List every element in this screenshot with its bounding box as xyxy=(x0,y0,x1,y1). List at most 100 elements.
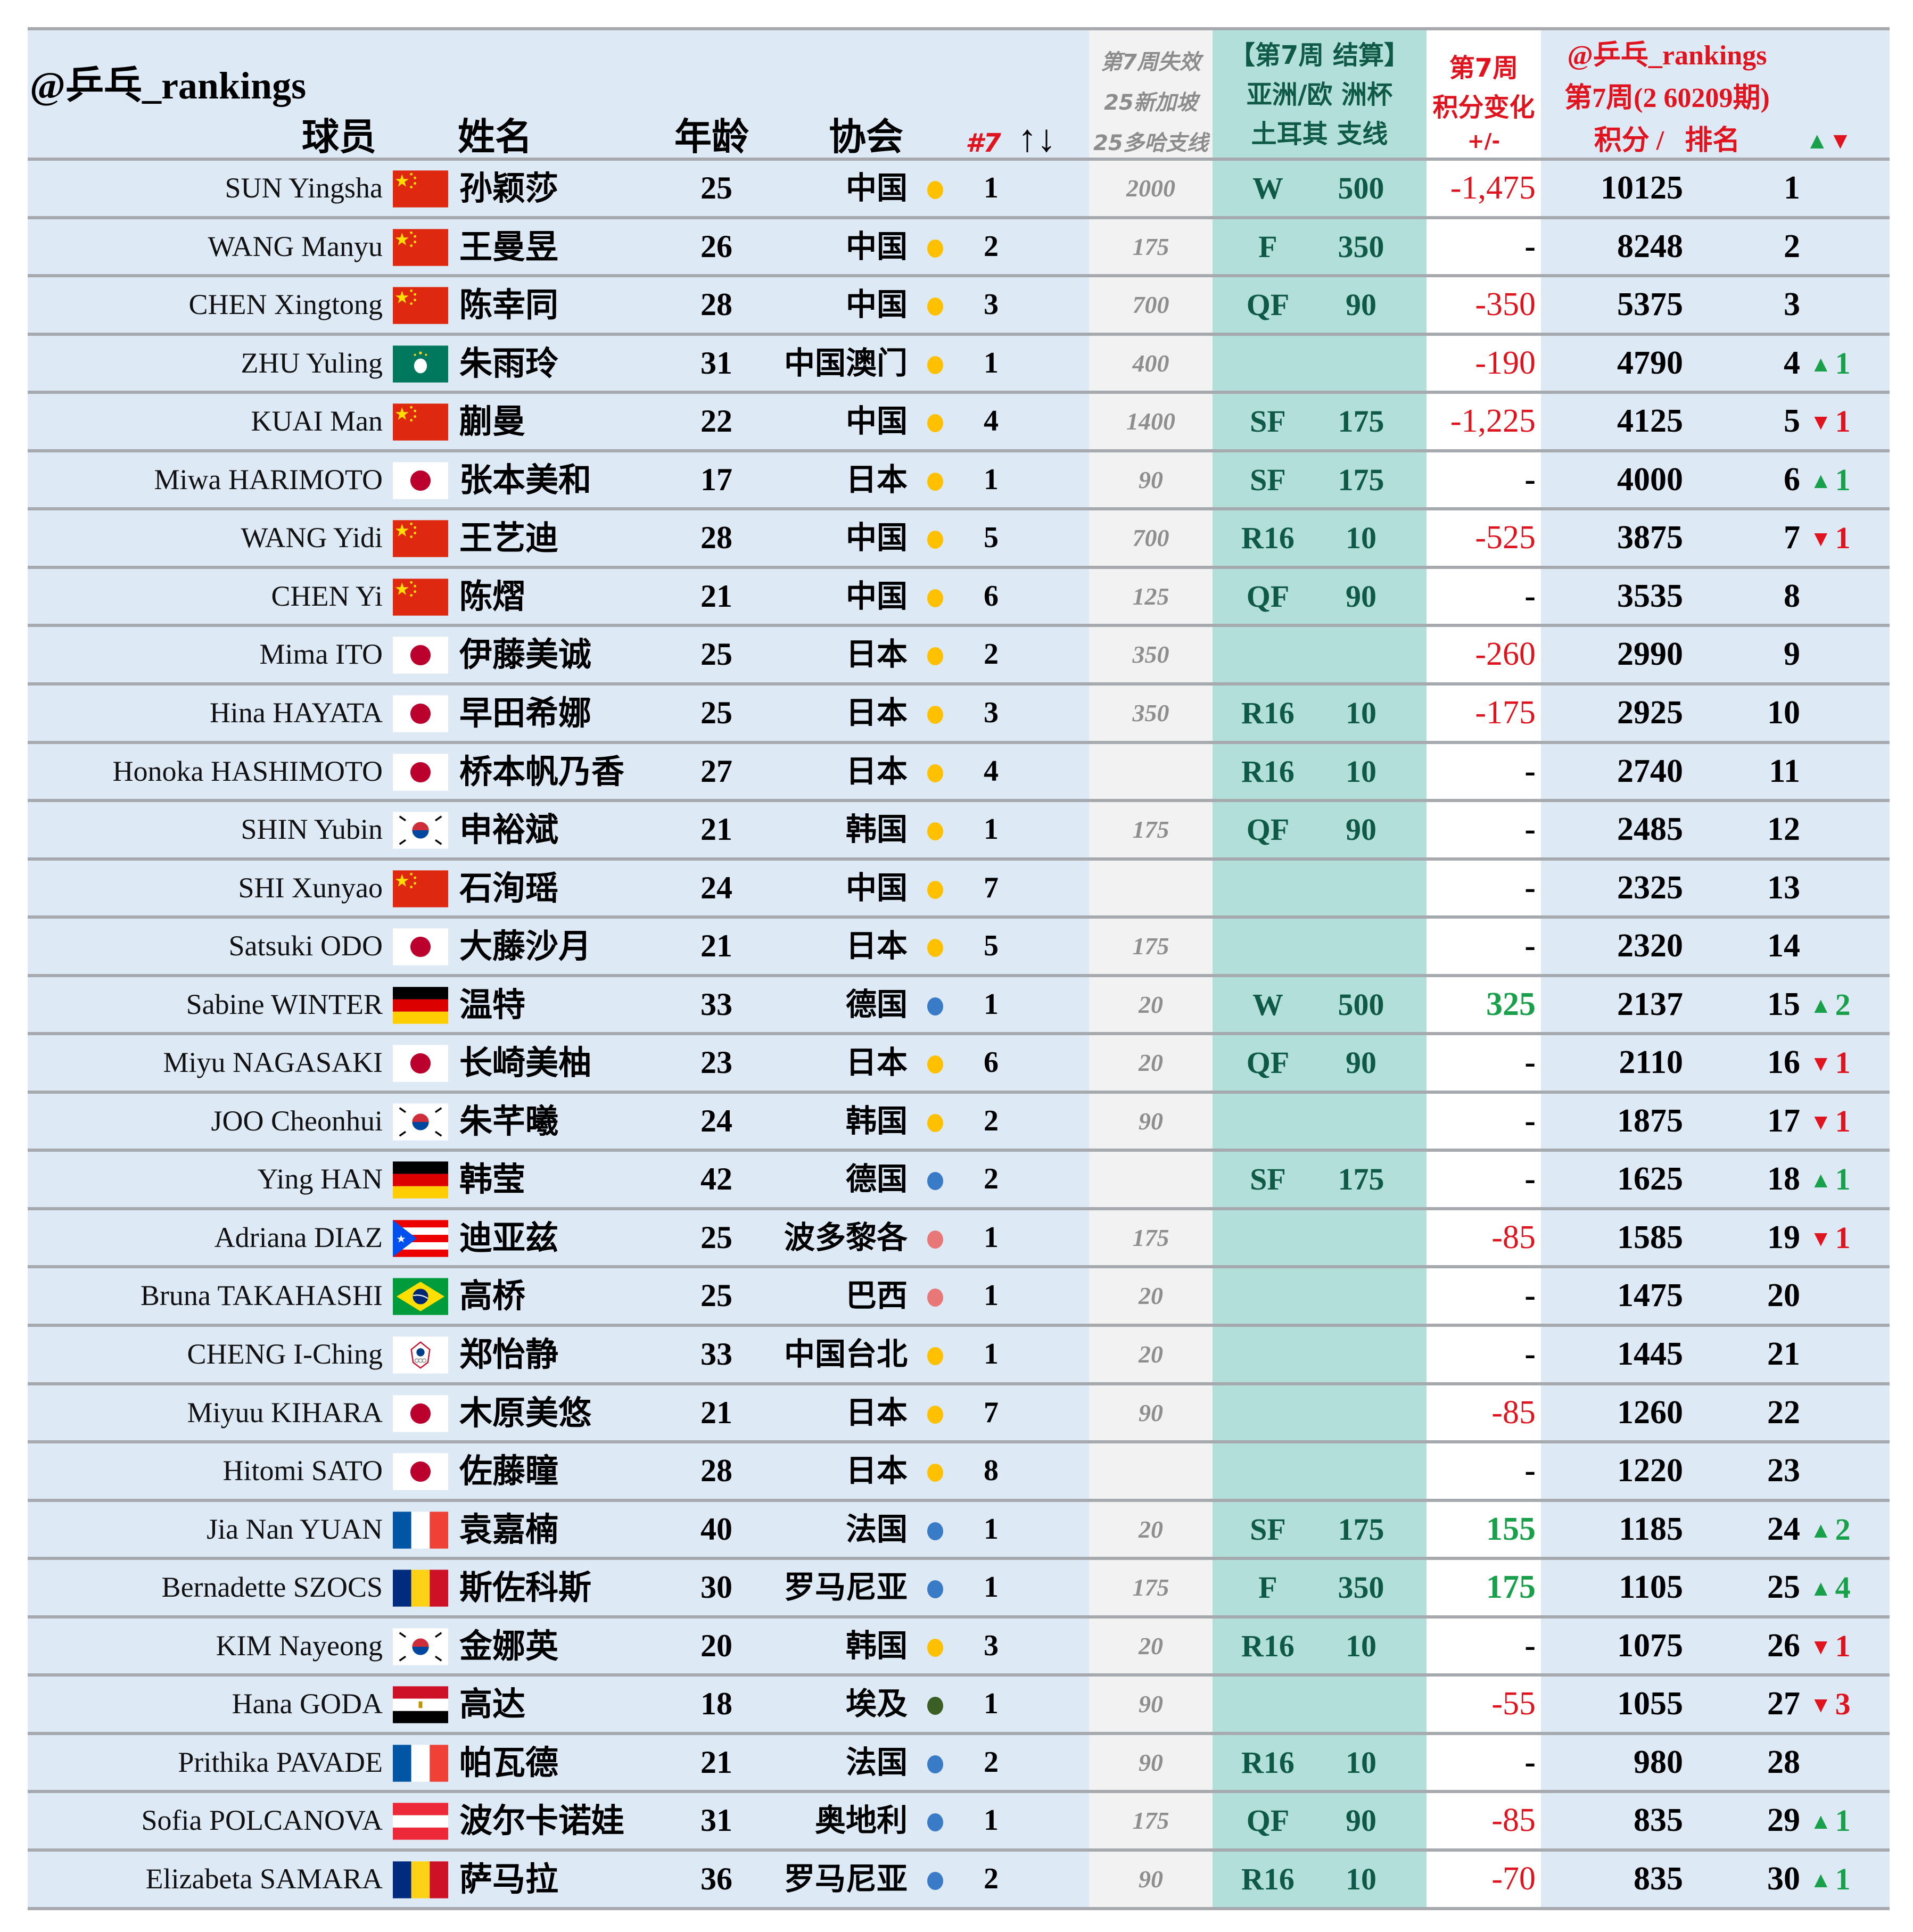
player-english-name: Ying HAN xyxy=(257,1163,383,1195)
world-rank: 14 xyxy=(1767,928,1800,964)
table-row[interactable]: Bernadette SZOCS 斯佐科斯 30 罗马尼亚 1 175 F 35… xyxy=(28,1560,1890,1619)
table-row[interactable]: Mima ITO 伊藤美诚 25 日本 2 350 -260 2990 9 xyxy=(28,627,1890,686)
total-points: 1625 xyxy=(1617,1161,1683,1198)
flag-china-icon xyxy=(393,287,448,324)
world-rank: 5 xyxy=(1784,403,1800,440)
points-change: - xyxy=(1524,1336,1536,1372)
row-divider xyxy=(28,1848,1890,1852)
world-rank: 1 xyxy=(1784,170,1800,206)
player-age: 28 xyxy=(700,520,732,556)
table-row[interactable]: Miyu NAGASAKI 长崎美柚 23 日本 6 20 QF 90 - 21… xyxy=(28,1035,1890,1094)
rank-movement: ▼ 1 xyxy=(1810,1094,1874,1149)
world-rank: 18 xyxy=(1767,1161,1800,1198)
table-row[interactable]: SHIN Yubin 申裕斌 21 韩国 1 175 QF 90 - 2485 … xyxy=(28,802,1890,861)
player-association: 中国 xyxy=(845,869,908,906)
rank-movement xyxy=(1810,627,1874,682)
header-points-rank: 积分 / 排名 xyxy=(1594,126,1741,156)
association-rank: 4 xyxy=(984,404,999,438)
association-rank: 8 xyxy=(984,1454,999,1488)
total-points: 2740 xyxy=(1617,753,1683,789)
settlement-stage: R16 xyxy=(1241,1628,1294,1663)
row-divider xyxy=(28,216,1890,219)
sort-arrows-icon[interactable]: ↑↓ xyxy=(1018,117,1056,160)
player-association: 韩国 xyxy=(845,1102,908,1139)
settlement-stage: SF xyxy=(1250,1512,1286,1547)
table-row[interactable]: Elizabeta SAMARA 萨马拉 36 罗马尼亚 2 90 R16 10… xyxy=(28,1852,1890,1910)
table-row[interactable]: Hina HAYATA 早田希娜 25 日本 3 350 R16 10 -175… xyxy=(28,686,1890,744)
table-row[interactable]: Ying HAN 韩莹 42 德国 2 SF 175 - 1625 18 ▲ 1 xyxy=(28,1152,1890,1210)
player-association: 中国台北 xyxy=(784,1336,908,1372)
settlement-points: 350 xyxy=(1338,1570,1384,1605)
table-row[interactable]: Bruna TAKAHASHI 高桥 25 巴西 1 20 - 1475 20 xyxy=(28,1268,1890,1327)
row-divider xyxy=(28,449,1890,452)
settlement-stage: QF xyxy=(1246,287,1290,323)
world-rank: 6 xyxy=(1784,461,1800,498)
row-divider xyxy=(28,1790,1890,1794)
association-rank: 4 xyxy=(984,754,999,788)
player-association: 法国 xyxy=(845,1510,908,1547)
table-row[interactable]: WANG Yidi 王艺迪 28 中国 5 700 R16 10 -525 38… xyxy=(28,510,1890,569)
table-row[interactable]: SUN Yingsha 孙颖莎 25 中国 1 2000 W 500 -1,47… xyxy=(28,161,1890,219)
row-divider xyxy=(28,1265,1890,1269)
table-row[interactable]: Jia Nan YUAN 袁嘉楠 40 法国 1 20 SF 175 155 1… xyxy=(28,1502,1890,1561)
expiring-points: 90 xyxy=(1139,1399,1163,1426)
expiring-points-column-bg xyxy=(1089,27,1213,1909)
table-row[interactable]: Hitomi SATO 佐藤瞳 28 日本 8 - 1220 23 xyxy=(28,1443,1890,1502)
table-row[interactable]: Sofia POLCANOVA 波尔卡诺娃 31 奥地利 1 175 QF 90… xyxy=(28,1793,1890,1852)
player-english-name: Sofia POLCANOVA xyxy=(141,1804,383,1837)
player-association: 中国 xyxy=(845,577,908,614)
table-row[interactable]: KUAI Man 蒯曼 22 中国 4 1400 SF 175 -1,225 4… xyxy=(28,394,1890,452)
expiring-points: 20 xyxy=(1139,1632,1163,1659)
table-row[interactable]: Satsuki ODO 大藤沙月 21 日本 5 175 - 2320 14 xyxy=(28,919,1890,977)
table-row[interactable]: JOO Cheonhui 朱芊曦 24 韩国 2 90 - 1875 17 ▼ 1 xyxy=(28,1094,1890,1152)
table-row[interactable]: Hana GODA 高达 18 埃及 1 90 -55 1055 27 ▼ 3 xyxy=(28,1677,1890,1735)
rank-movement-value: 2 xyxy=(1835,1512,1851,1547)
settlement-points xyxy=(1310,861,1412,915)
player-association: 日本 xyxy=(845,1394,908,1431)
header-expiring-line2: 25新加坡 xyxy=(1104,90,1198,115)
player-chinese-name: 高达 xyxy=(459,1685,526,1724)
player-association: 巴西 xyxy=(845,1277,908,1314)
table-row[interactable]: CHEN Yi 陈熠 21 中国 6 125 QF 90 - 3535 8 xyxy=(28,569,1890,628)
table-row[interactable]: CHEN Xingtong 陈幸同 28 中国 3 700 QF 90 -350… xyxy=(28,277,1890,336)
world-rank: 13 xyxy=(1767,869,1800,906)
table-row[interactable]: Sabine WINTER 温特 33 德国 1 20 W 500 325 21… xyxy=(28,977,1890,1036)
rank-movement xyxy=(1810,277,1874,332)
table-row[interactable]: Miyuu KIHARA 木原美悠 21 日本 7 90 -85 1260 22 xyxy=(28,1385,1890,1444)
total-points: 1105 xyxy=(1619,1569,1683,1606)
player-age: 26 xyxy=(700,228,732,264)
world-rank: 2 xyxy=(1784,228,1800,265)
table-row[interactable]: WANG Manyu 王曼昱 26 中国 2 175 F 350 - 8248 … xyxy=(28,219,1890,278)
table-row[interactable]: ZHU Yuling 朱雨玲 31 中国澳门 1 400 -190 4790 4… xyxy=(28,336,1890,394)
player-association: 日本 xyxy=(845,636,908,673)
total-points: 1055 xyxy=(1617,1686,1683,1722)
region-europe-dot-icon xyxy=(927,1755,943,1773)
player-english-name: CHEN Xingtong xyxy=(188,288,383,321)
header-name: 姓名 xyxy=(458,115,532,159)
player-english-name: Hana GODA xyxy=(232,1688,383,1720)
table-row[interactable]: Prithika PAVADE 帕瓦德 21 法国 2 90 R16 10 - … xyxy=(28,1735,1890,1794)
rank-movement: ▲ 2 xyxy=(1810,977,1874,1032)
expiring-points xyxy=(1089,1152,1213,1207)
header-change-line2: 积分变化 xyxy=(1432,93,1535,122)
table-row[interactable]: Adriana DIAZ 迪亚兹 25 波多黎各 1 175 -85 1585 … xyxy=(28,1210,1890,1269)
player-association: 中国 xyxy=(845,228,908,265)
world-rank: 3 xyxy=(1784,286,1800,323)
region-asia-dot-icon xyxy=(927,647,943,666)
player-english-name: WANG Yidi xyxy=(241,522,383,554)
player-chinese-name: 伊藤美诚 xyxy=(459,635,592,674)
table-row[interactable]: CHENG I-Ching 郑怡静 33 中国台北 1 20 - 1445 21 xyxy=(28,1327,1890,1385)
table-row[interactable]: KIM Nayeong 金娜英 20 韩国 3 20 R16 10 - 1075… xyxy=(28,1619,1890,1677)
table-header: @乒乓_rankings 球员 姓名 年龄 协会 #7 ↑↓ 第7周失效 25新… xyxy=(28,27,1890,161)
rank-movement: ▼ 1 xyxy=(1810,1619,1874,1673)
player-english-name: Hitomi SATO xyxy=(222,1455,383,1487)
settlement-points xyxy=(1310,1268,1412,1323)
expiring-points: 175 xyxy=(1132,816,1169,844)
player-chinese-name: 朱雨玲 xyxy=(459,343,559,383)
player-age: 23 xyxy=(700,1045,732,1080)
player-english-name: SHI Xunyao xyxy=(238,871,383,904)
player-english-name: KIM Nayeong xyxy=(216,1629,383,1662)
table-row[interactable]: Honoka HASHIMOTO 桥本帆乃香 27 日本 4 R16 10 - … xyxy=(28,744,1890,803)
table-row[interactable]: SHI Xunyao 石洵瑶 24 中国 7 - 2325 13 xyxy=(28,861,1890,919)
table-row[interactable]: Miwa HARIMOTO 张本美和 17 日本 1 90 SF 175 - 4… xyxy=(28,452,1890,511)
